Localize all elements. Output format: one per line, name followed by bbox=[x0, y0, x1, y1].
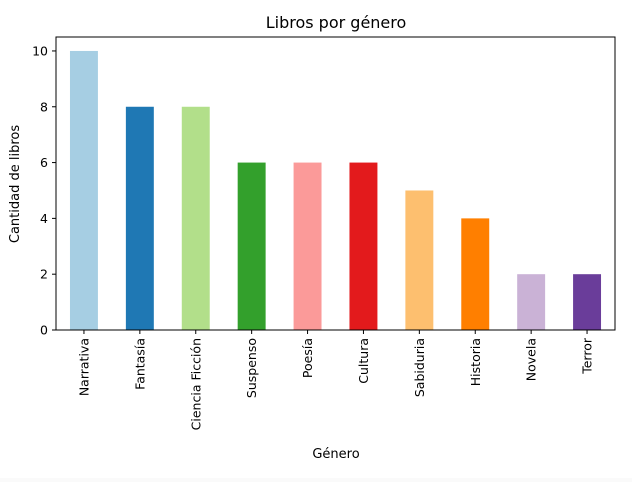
x-tick-label-8: Novela bbox=[524, 338, 539, 381]
y-tick-label-5: 10 bbox=[32, 43, 48, 58]
x-tick-label-4: Poesía bbox=[300, 338, 315, 378]
bar-7 bbox=[461, 218, 490, 330]
bar-0 bbox=[69, 50, 98, 330]
bar-1 bbox=[125, 106, 154, 330]
y-tick-label-3: 6 bbox=[40, 155, 48, 170]
bar-2 bbox=[181, 106, 210, 330]
y-tick-label-4: 8 bbox=[40, 99, 48, 114]
x-axis-label: Género bbox=[312, 447, 359, 462]
y-axis: 0 2 4 6 8 10 bbox=[32, 43, 56, 338]
x-tick-label-2: Ciencia Ficción bbox=[188, 338, 203, 430]
chart-title: Libros por género bbox=[266, 13, 407, 32]
x-tick-label-6: Sabiduria bbox=[412, 338, 427, 397]
x-tick-label-5: Cultura bbox=[356, 338, 371, 384]
x-tick-label-9: Terror bbox=[580, 337, 595, 375]
bar-8 bbox=[517, 274, 546, 330]
x-tick-label-0: Narrativa bbox=[76, 338, 91, 396]
y-tick-label-1: 2 bbox=[40, 267, 48, 282]
x-tick-label-1: Fantasía bbox=[132, 338, 147, 390]
bar-6 bbox=[405, 190, 434, 330]
x-tick-label-3: Suspenso bbox=[244, 338, 259, 398]
y-tick-label-2: 4 bbox=[40, 211, 48, 226]
plot-frame bbox=[55, 36, 616, 331]
x-axis: Narrativa Fantasía Ciencia Ficción Suspenso… bbox=[76, 330, 595, 430]
bar-5 bbox=[349, 162, 378, 330]
bar-9 bbox=[573, 274, 602, 330]
y-axis-label: Cantidad de libros bbox=[8, 125, 23, 243]
bar-4 bbox=[293, 162, 322, 330]
bar-3 bbox=[237, 162, 266, 330]
y-tick-label-0: 0 bbox=[40, 323, 48, 338]
bars-group bbox=[69, 50, 602, 330]
x-tick-label-7: Historia bbox=[468, 338, 483, 386]
